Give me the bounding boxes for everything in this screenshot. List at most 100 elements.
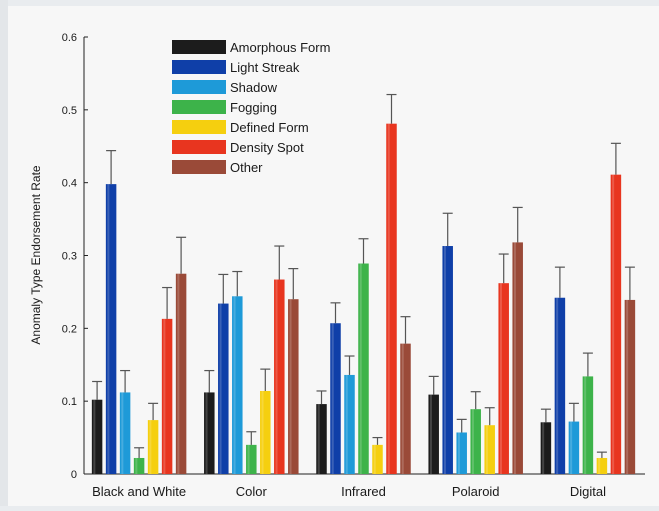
- bar-highlight: [233, 296, 236, 474]
- bar-highlight: [345, 374, 348, 474]
- bar-highlight: [135, 457, 138, 474]
- bar: [428, 394, 439, 474]
- legend-swatch: [172, 60, 226, 74]
- bar: [470, 409, 481, 474]
- legend-label: Fogging: [230, 100, 277, 115]
- bar-highlight: [93, 399, 96, 474]
- x-tick-label: Black and White: [92, 484, 186, 499]
- bar: [386, 123, 397, 475]
- bar: [91, 399, 103, 474]
- legend-label: Light Streak: [230, 60, 300, 75]
- bar-highlight: [485, 425, 488, 474]
- legend-swatch: [172, 160, 226, 174]
- bar-highlight: [205, 392, 208, 474]
- y-tick-label: 0: [71, 469, 77, 481]
- bar-highlight: [121, 392, 124, 474]
- bar-highlight: [556, 297, 559, 474]
- bar-highlight: [387, 123, 390, 475]
- bar: [161, 318, 173, 474]
- bar-highlight: [429, 394, 432, 474]
- bar: [596, 457, 608, 474]
- bar: [133, 457, 145, 474]
- bar-highlight: [289, 299, 292, 474]
- y-tick-label: 0.3: [62, 251, 77, 263]
- bar: [442, 246, 453, 474]
- bar-highlight: [598, 457, 601, 474]
- bar: [204, 392, 215, 474]
- bar: [372, 444, 383, 474]
- legend-label: Other: [230, 160, 263, 175]
- bar-highlight: [331, 323, 334, 474]
- legend-swatch: [172, 40, 226, 54]
- bar-highlight: [499, 283, 502, 474]
- bar-highlight: [317, 404, 320, 474]
- bar: [568, 421, 580, 474]
- bar: [582, 376, 594, 474]
- bar: [512, 242, 523, 474]
- legend-swatch: [172, 100, 226, 114]
- bar-highlight: [471, 409, 474, 474]
- bar-highlight: [570, 421, 573, 474]
- bar: [232, 296, 243, 474]
- x-tick-label: Polaroid: [452, 484, 500, 499]
- bar-highlight: [163, 318, 166, 474]
- bar: [484, 425, 495, 474]
- bar-highlight: [247, 444, 250, 474]
- x-tick-label: Infrared: [341, 484, 386, 499]
- y-tick-label: 0.1: [62, 396, 77, 408]
- bar: [147, 420, 159, 474]
- bar: [498, 283, 509, 474]
- bar: [540, 422, 552, 474]
- y-tick-label: 0.2: [62, 323, 77, 335]
- bar: [260, 390, 271, 474]
- bar: [330, 323, 341, 474]
- bar-highlight: [275, 279, 278, 474]
- bar: [274, 279, 285, 474]
- bar: [358, 263, 369, 474]
- bar: [624, 299, 636, 474]
- bar: [105, 184, 117, 474]
- bar-highlight: [107, 184, 110, 474]
- legend-label: Density Spot: [230, 140, 304, 155]
- bar-highlight: [626, 299, 629, 474]
- bar: [400, 343, 411, 474]
- legend-label: Shadow: [230, 80, 278, 95]
- bar-highlight: [177, 273, 180, 474]
- paper-left-shade: [0, 0, 8, 506]
- bar-highlight: [149, 420, 152, 474]
- y-tick-label: 0.5: [62, 105, 77, 117]
- bar-highlight: [513, 242, 516, 474]
- bar-highlight: [219, 303, 222, 474]
- bar-highlight: [457, 432, 460, 474]
- bar-highlight: [373, 444, 376, 474]
- bar: [119, 392, 131, 474]
- bar: [175, 273, 187, 474]
- bar: [456, 432, 467, 474]
- legend-label: Defined Form: [230, 120, 309, 135]
- bar: [554, 297, 566, 474]
- bar: [316, 404, 327, 474]
- x-tick-label: Color: [236, 484, 268, 499]
- bar-highlight: [584, 376, 587, 474]
- bar-highlight: [443, 246, 446, 474]
- bar: [246, 444, 257, 474]
- y-tick-label: 0.4: [62, 178, 77, 190]
- bar-highlight: [359, 263, 362, 474]
- legend-swatch: [172, 140, 226, 154]
- bars-group: [91, 93, 636, 475]
- bar: [610, 174, 622, 474]
- y-axis-label: Anomaly Type Endorsement Rate: [29, 165, 43, 345]
- bar-highlight: [261, 390, 264, 474]
- legend-label: Amorphous Form: [230, 40, 330, 55]
- legend-swatch: [172, 120, 226, 134]
- bar: [288, 299, 299, 474]
- bar-highlight: [401, 343, 404, 474]
- bar-highlight: [612, 174, 615, 474]
- y-tick-label: 0.6: [62, 32, 77, 44]
- bar-highlight: [542, 422, 545, 474]
- legend-swatch: [172, 80, 226, 94]
- bar: [218, 303, 229, 474]
- x-tick-label: Digital: [570, 484, 606, 499]
